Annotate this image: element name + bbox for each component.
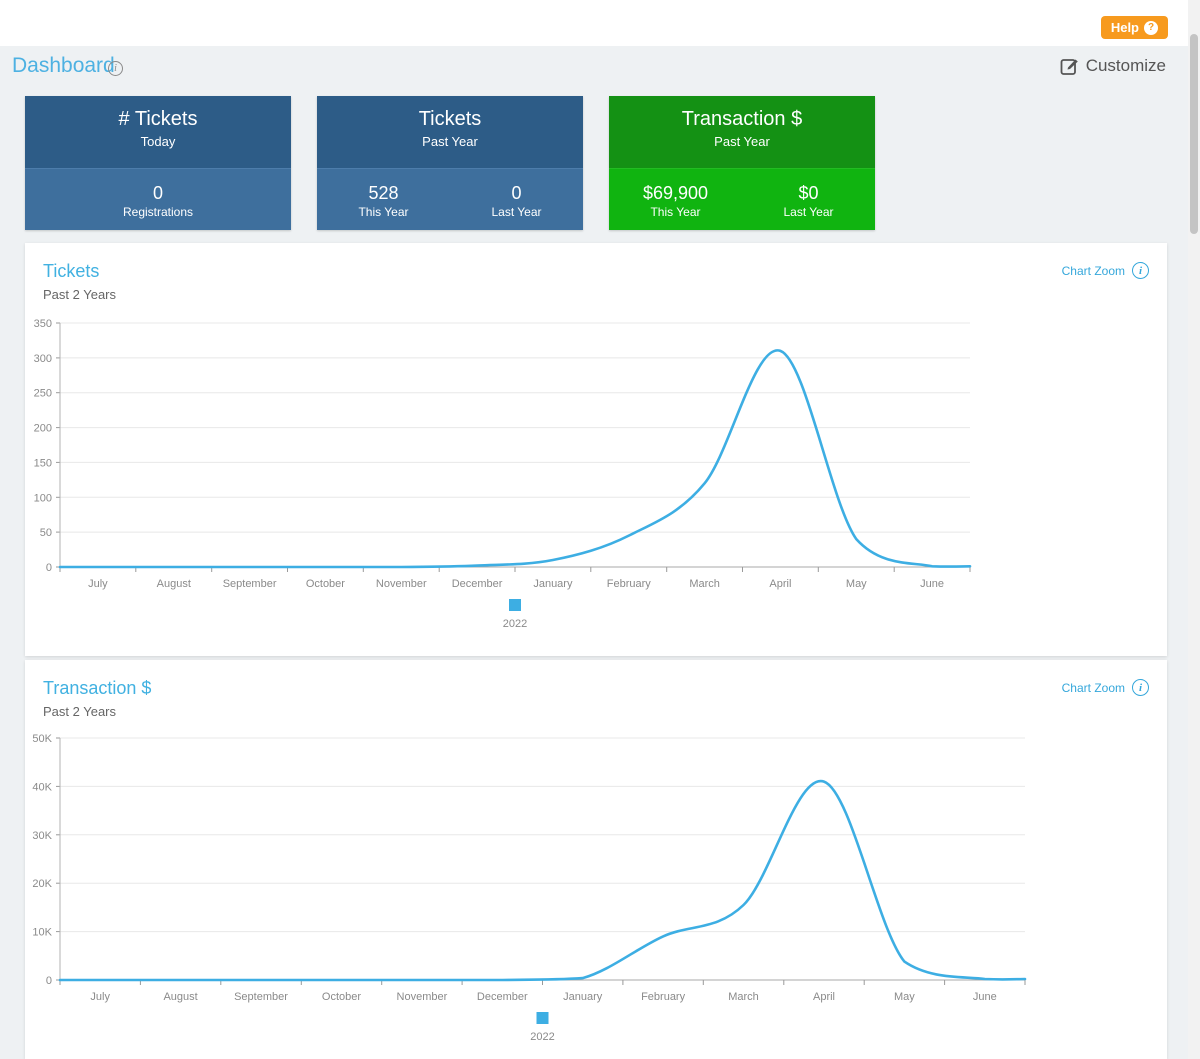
customize-button[interactable]: Customize: [1060, 56, 1166, 76]
top-bar: Help ?: [0, 0, 1188, 46]
y-tick-label: 0: [46, 975, 52, 987]
stat-card-subtitle: Past Year: [422, 134, 478, 149]
stat-card-body: $69,900 This Year $0 Last Year: [609, 168, 875, 230]
x-axis-label: August: [163, 991, 197, 1003]
y-tick-label: 350: [34, 318, 52, 330]
y-tick-label: 200: [34, 423, 52, 435]
series-line: [58, 349, 972, 569]
y-tick-label: 30K: [32, 830, 52, 842]
series-line: [58, 779, 1027, 982]
y-tick-label: 150: [34, 457, 52, 469]
x-axis-label: July: [88, 578, 108, 590]
x-axis-label: December: [452, 578, 503, 590]
x-axis-label: May: [846, 578, 867, 590]
legend-swatch[interactable]: [509, 599, 521, 611]
x-axis-label: October: [306, 578, 345, 590]
dashboard-info-icon[interactable]: i: [108, 61, 123, 76]
stat-card-transaction-past-year: Transaction $ Past Year $69,900 This Yea…: [609, 96, 875, 230]
stat-cards-row: # Tickets Today 0 Registrations Tickets …: [25, 96, 875, 230]
x-axis-label: November: [397, 991, 448, 1003]
y-tick-label: 40K: [32, 781, 52, 793]
panel-title: Tickets: [43, 261, 100, 281]
x-axis-label: July: [90, 991, 110, 1003]
stat-label: This Year: [358, 205, 409, 219]
stat-card-tickets-past-year: Tickets Past Year 528 This Year 0 Last Y…: [317, 96, 583, 230]
y-tick-label: 50: [40, 527, 52, 539]
stat-label: This Year: [650, 205, 701, 219]
help-question-icon: ?: [1144, 20, 1158, 35]
x-axis-label: February: [641, 991, 686, 1003]
stat-card-subtitle: Past Year: [714, 134, 770, 149]
help-button-label: Help: [1110, 20, 1139, 35]
stat-card-header: Tickets Past Year: [317, 96, 583, 168]
stat-label: Registrations: [122, 205, 194, 219]
panel-subtitle: Past 2 Years: [43, 704, 116, 719]
x-axis-label: September: [223, 578, 277, 590]
x-axis-label: April: [813, 991, 835, 1003]
x-axis-label: May: [894, 991, 915, 1003]
stat-card-tickets-today: # Tickets Today 0 Registrations: [25, 96, 291, 230]
legend-label[interactable]: 2022: [503, 618, 527, 630]
y-tick-label: 50K: [32, 733, 52, 745]
chart-zoom-info-icon[interactable]: i: [1132, 679, 1149, 696]
x-axis-label: June: [920, 578, 944, 590]
scrollbar-thumb[interactable]: [1190, 34, 1198, 234]
stat-card-subtitle: Today: [140, 134, 176, 149]
page-header: Dashboard i Customize: [0, 46, 1188, 90]
stat-label: Last Year: [783, 205, 834, 219]
y-tick-label: 100: [34, 492, 52, 504]
legend-label[interactable]: 2022: [530, 1031, 554, 1043]
chart-zoom-info-icon[interactable]: i: [1132, 262, 1149, 279]
panel-subtitle: Past 2 Years: [43, 287, 116, 302]
stat-label: Last Year: [491, 205, 542, 219]
x-axis-label: December: [477, 991, 528, 1003]
page-title: Dashboard: [12, 54, 115, 77]
stat-value: 0: [152, 183, 163, 203]
customize-label: Customize: [1085, 56, 1166, 75]
x-axis-label: June: [973, 991, 997, 1003]
tickets-line-chart: 0 50 100 150 200 250 300 350 July August September…: [34, 318, 972, 630]
chart-zoom-label: Chart Zoom: [1061, 263, 1125, 278]
x-axis-label: November: [376, 578, 427, 590]
chart-zoom-button[interactable]: Chart Zoom i: [1062, 262, 1149, 279]
x-axis-label: August: [157, 578, 191, 590]
stat-value: $0: [798, 183, 819, 203]
x-axis-label: January: [563, 991, 603, 1003]
stat-value: 528: [368, 183, 399, 203]
stat-card-header: # Tickets Today: [25, 96, 291, 168]
x-axis-label: October: [322, 991, 361, 1003]
tickets-chart-panel: Tickets Past 2 Years Chart Zoom i 0 50 100…: [25, 243, 1167, 656]
x-axis-label: March: [728, 991, 759, 1003]
stat-card-title: # Tickets: [118, 108, 198, 130]
y-tick-label: 20K: [32, 878, 52, 890]
stat-value: $69,900: [642, 183, 709, 203]
transaction-chart-panel: Transaction $ Past 2 Years Chart Zoom i …: [25, 660, 1167, 1059]
y-tick-label: 0: [46, 562, 52, 574]
stat-card-title: Transaction $: [681, 108, 803, 130]
stat-card-body: 0 Registrations: [25, 168, 291, 230]
vertical-scrollbar[interactable]: [1188, 0, 1200, 1059]
transaction-line-chart: 0 10K 20K 30K 40K 50K July August September Octob…: [32, 733, 1027, 1043]
x-axis-label: September: [234, 991, 288, 1003]
y-tick-label: 10K: [32, 927, 52, 939]
stat-card-header: Transaction $ Past Year: [609, 96, 875, 168]
stat-card-body: 528 This Year 0 Last Year: [317, 168, 583, 230]
x-axis-label: March: [689, 578, 720, 590]
stat-value: 0: [511, 183, 522, 203]
chart-zoom-button[interactable]: Chart Zoom i: [1062, 679, 1149, 696]
chart-zoom-label: Chart Zoom: [1061, 680, 1125, 695]
x-axis-label: April: [769, 578, 791, 590]
panel-title: Transaction $: [43, 678, 152, 698]
help-button[interactable]: Help ?: [1100, 16, 1168, 39]
stat-card-title: Tickets: [418, 108, 482, 130]
pencil-square-icon: [1060, 59, 1078, 75]
y-tick-label: 300: [34, 353, 52, 365]
legend-swatch[interactable]: [536, 1012, 549, 1024]
x-axis-label: February: [607, 578, 652, 590]
y-tick-label: 250: [34, 388, 52, 400]
x-axis-label: January: [533, 578, 573, 590]
